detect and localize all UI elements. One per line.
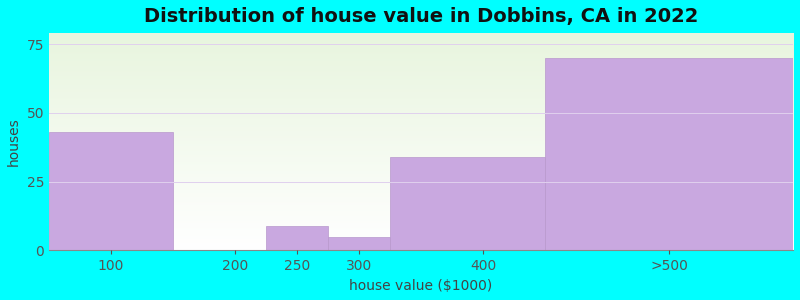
Y-axis label: houses: houses [7, 117, 21, 166]
Bar [545, 58, 793, 250]
Title: Distribution of house value in Dobbins, CA in 2022: Distribution of house value in Dobbins, … [144, 7, 698, 26]
Bar [266, 226, 328, 250]
Bar [328, 237, 390, 250]
X-axis label: house value ($1000): house value ($1000) [350, 279, 493, 293]
Bar [49, 132, 173, 250]
Bar [390, 157, 545, 250]
